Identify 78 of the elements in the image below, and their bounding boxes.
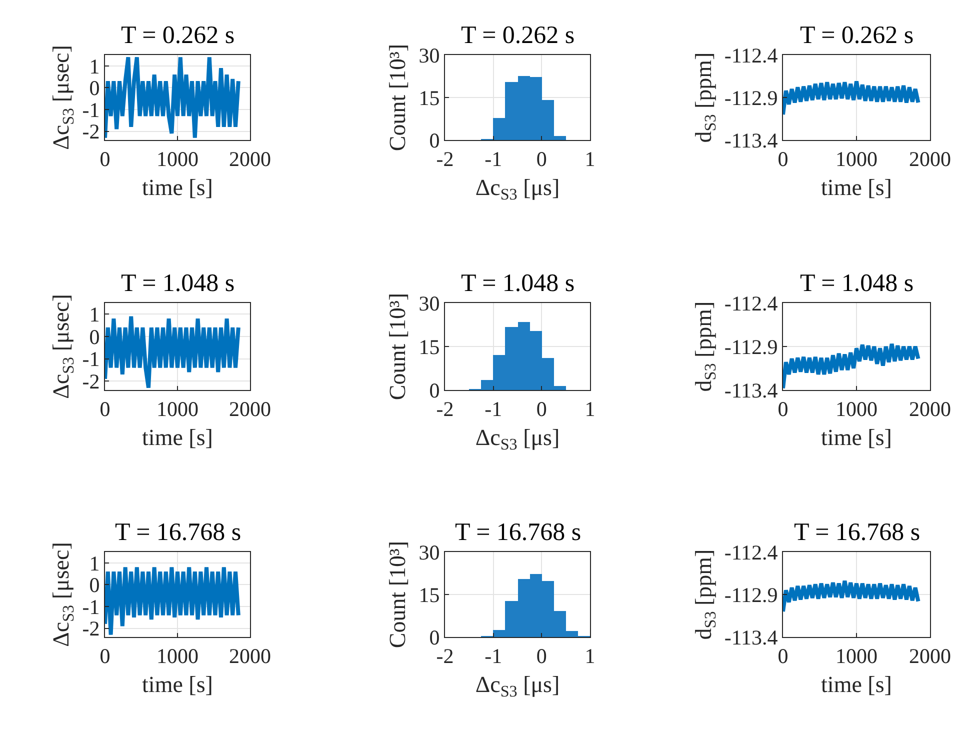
y-axis-title: Count [10³] bbox=[385, 44, 410, 152]
chart-title: T = 1.048 s bbox=[461, 270, 575, 297]
y-tick-label: 1 bbox=[89, 302, 100, 326]
y-tick-label: 30 bbox=[418, 291, 440, 316]
x-axis-title: time [s] bbox=[821, 672, 892, 697]
x-tick-label: 1000 bbox=[836, 397, 878, 422]
x-axis-title: Δc$_{S3}$ [μs] bbox=[475, 672, 560, 701]
x-axis-title: time [s] bbox=[142, 672, 213, 697]
x-axis-title: time [s] bbox=[821, 424, 892, 450]
y-tick-label: 0 bbox=[89, 324, 100, 349]
y-tick-label: 0 bbox=[89, 76, 100, 100]
y-tick-label: -2 bbox=[82, 369, 100, 394]
y-tick-label: 0 bbox=[89, 573, 100, 598]
line-series bbox=[105, 314, 240, 390]
y-tick-label: -113.4 bbox=[724, 128, 778, 152]
y-tick-label: -112.4 bbox=[724, 43, 778, 68]
x-tick-label: -1 bbox=[484, 644, 502, 668]
y-tick-label: -112.4 bbox=[724, 540, 778, 564]
chart-title: T = 16.768 s bbox=[455, 519, 582, 546]
y-tick-label: -2 bbox=[82, 120, 100, 144]
y-tick-label: -1 bbox=[82, 594, 100, 619]
y-tick-label: -113.4 bbox=[724, 625, 778, 650]
y-tick-label: 15 bbox=[418, 86, 440, 110]
y-tick-label: 1 bbox=[89, 54, 100, 78]
x-tick-label: 2000 bbox=[229, 147, 271, 172]
line-series bbox=[105, 565, 240, 637]
y-tick-label: 30 bbox=[418, 540, 440, 564]
x-tick-label: 1 bbox=[584, 147, 596, 172]
x-axis-title: time [s] bbox=[821, 174, 892, 200]
x-tick-label: 1000 bbox=[156, 147, 198, 172]
x-tick-label: -1 bbox=[484, 147, 502, 172]
x-axis-title: time [s] bbox=[142, 424, 213, 450]
chart-title: T = 0.262 s bbox=[461, 22, 575, 49]
x-tick-label: 0 bbox=[536, 644, 547, 668]
x-tick-label: 2000 bbox=[909, 147, 951, 172]
y-tick-label: -113.4 bbox=[724, 378, 778, 402]
x-axis-title: Δc$_{S3}$ [μs] bbox=[475, 174, 560, 204]
x-tick-label: 2000 bbox=[229, 644, 271, 668]
x-tick-label: 0 bbox=[536, 147, 547, 172]
y-tick-label: 0 bbox=[429, 128, 440, 152]
y-tick-label: -112.4 bbox=[724, 291, 778, 316]
y-tick-label: -112.9 bbox=[724, 582, 778, 607]
x-tick-label: 1000 bbox=[156, 644, 198, 668]
y-tick-label: 0 bbox=[429, 378, 440, 402]
x-tick-label: -1 bbox=[484, 397, 502, 422]
y-axis-title: Count [10³] bbox=[385, 540, 410, 648]
chart-title: T = 0.262 s bbox=[800, 22, 914, 49]
x-tick-label: 0 bbox=[536, 397, 547, 422]
chart-title: T = 1.048 s bbox=[121, 270, 235, 297]
line-series bbox=[783, 79, 920, 116]
line-series bbox=[783, 578, 920, 614]
chart-title: T = 0.262 s bbox=[121, 22, 235, 49]
y-tick-label: -1 bbox=[82, 98, 100, 122]
x-tick-label: 1 bbox=[584, 644, 596, 668]
y-tick-label: -2 bbox=[82, 616, 100, 641]
x-tick-label: 1 bbox=[584, 397, 596, 422]
y-tick-label: -112.9 bbox=[724, 334, 778, 359]
y-tick-label: -112.9 bbox=[724, 86, 778, 110]
line-series bbox=[105, 55, 240, 140]
chart-title: T = 16.768 s bbox=[794, 519, 920, 546]
y-tick-label: 15 bbox=[418, 334, 440, 359]
y-tick-label: 0 bbox=[429, 625, 440, 650]
y-tick-label: 1 bbox=[89, 551, 100, 576]
x-tick-label: 2000 bbox=[909, 397, 951, 422]
x-tick-label: 1000 bbox=[156, 397, 198, 422]
chart-title: T = 16.768 s bbox=[115, 519, 242, 546]
line-series bbox=[783, 342, 920, 390]
x-axis-title: time [s] bbox=[142, 174, 213, 200]
y-tick-label: 15 bbox=[418, 582, 440, 607]
x-tick-label: 1000 bbox=[836, 644, 878, 668]
x-tick-label: 2000 bbox=[229, 397, 271, 422]
chart-title: T = 1.048 s bbox=[800, 270, 914, 297]
y-axis-title: Count [10³] bbox=[385, 292, 410, 400]
x-axis-title: Δc$_{S3}$ [μs] bbox=[475, 424, 560, 454]
x-tick-label: 2000 bbox=[909, 644, 951, 668]
x-tick-label: 1000 bbox=[836, 147, 878, 172]
y-tick-label: -1 bbox=[82, 347, 100, 372]
y-tick-label: 30 bbox=[418, 43, 440, 68]
